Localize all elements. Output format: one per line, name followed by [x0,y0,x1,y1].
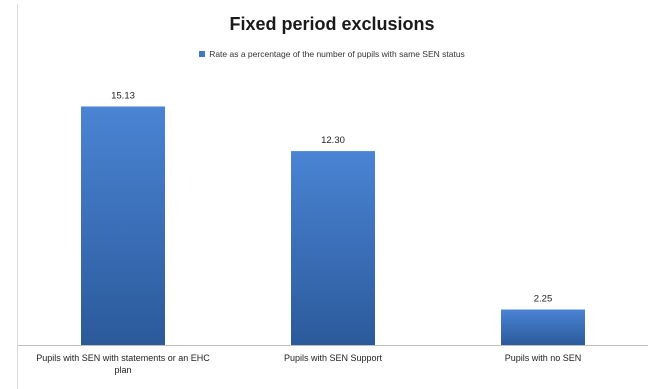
category-label-3: Pupils with no SEN [505,353,582,363]
bar-1 [81,106,165,345]
legend-swatch [199,51,206,57]
category-label-1-line-1: Pupils with SEN with statements or an EH… [36,353,210,363]
category-label-1-line-2: plan [114,365,131,375]
chart-title: Fixed period exclusions [229,14,435,34]
legend-label: Rate as a percentage of the number of pu… [209,49,465,59]
category-label-2: Pupils with SEN Support [284,353,383,363]
legend: Rate as a percentage of the number of pu… [0,49,664,59]
bar-2 [291,151,375,345]
chart-frame-edge [17,4,18,389]
data-label-3: 2.25 [534,294,553,305]
bar-3 [501,309,585,345]
data-label-2: 12.30 [321,135,345,146]
data-label-1: 15.13 [111,90,135,101]
